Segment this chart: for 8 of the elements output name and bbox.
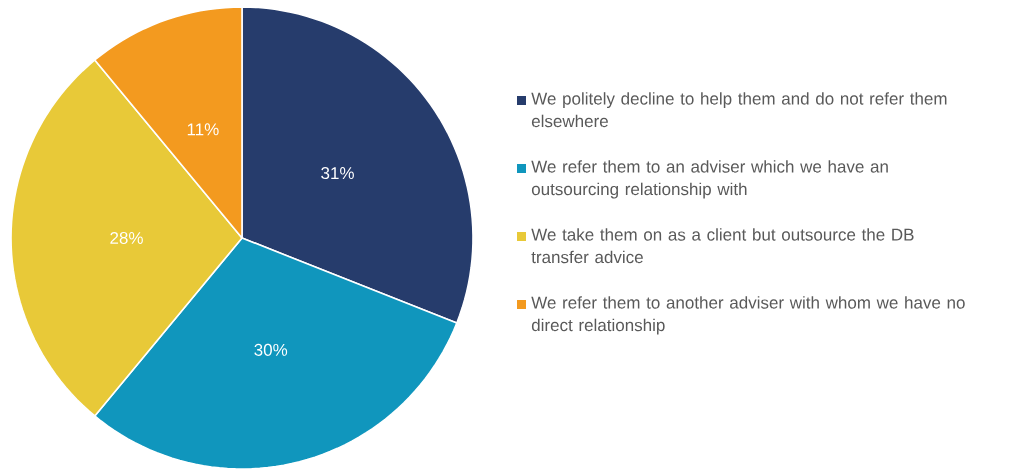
data-label: 28% bbox=[110, 231, 143, 245]
data-label: 11% bbox=[187, 123, 219, 136]
legend-label: We refer them to another adviser with whom we have no direct relationship bbox=[531, 296, 965, 335]
legend-label: We refer them to an adviser which we have an outsourcing relationship with bbox=[531, 160, 888, 199]
data-label: 31% bbox=[321, 167, 354, 180]
legend-label: We take them on as a client but outsource the DB transfer advice bbox=[531, 228, 914, 264]
legend-label: We politely decline to help them and do not refer them elsewhere bbox=[531, 92, 947, 128]
data-label: 30% bbox=[254, 343, 288, 356]
